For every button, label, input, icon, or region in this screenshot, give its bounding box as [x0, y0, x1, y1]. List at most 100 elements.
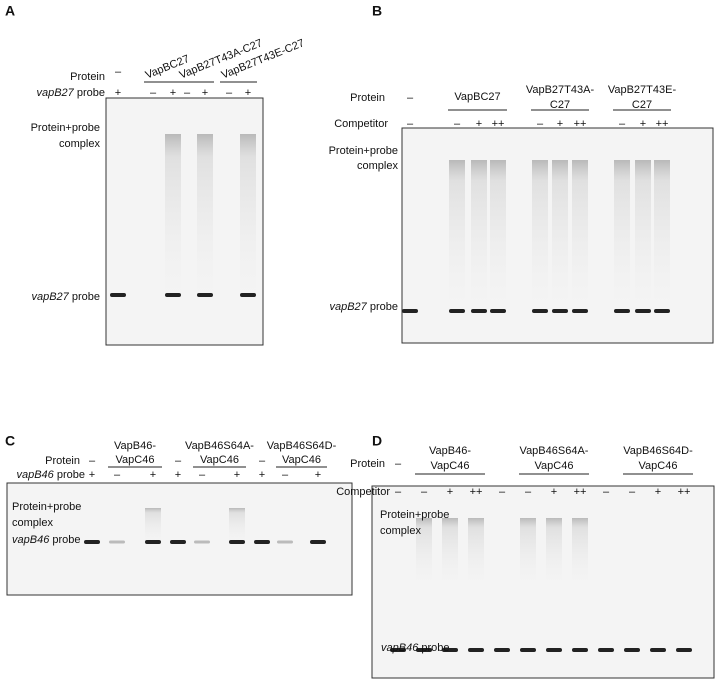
- complex-label: complex: [380, 525, 421, 537]
- lane-symbol: ++: [574, 486, 587, 498]
- no-protein: –: [407, 92, 414, 104]
- complex-label: complex: [12, 517, 53, 529]
- lane-symbol: –: [454, 118, 461, 130]
- no-protein: –: [115, 66, 122, 78]
- panel-letter: A: [5, 3, 15, 19]
- probe-label: vapB46 probe: [381, 642, 450, 654]
- lane-symbol: –: [603, 486, 610, 498]
- complex-smear: [145, 508, 161, 540]
- complex-label: Protein+probe: [12, 501, 81, 513]
- probe-label: vapB46 probe: [12, 534, 81, 546]
- lane-symbol: –: [114, 469, 121, 481]
- probe-band: [310, 540, 326, 544]
- probe-band: [416, 648, 432, 652]
- gene-name: vapB27: [329, 301, 367, 313]
- probe-word: probe: [421, 642, 449, 654]
- group-label: VapB46S64A-: [520, 445, 589, 457]
- complex-smear: [635, 160, 651, 300]
- lane-symbol: –: [199, 469, 206, 481]
- lane-symbol: +: [640, 118, 646, 130]
- faint-band: [109, 540, 125, 544]
- gene-name: vapB46: [12, 534, 50, 546]
- group-label: VapB46S64D-: [623, 445, 693, 457]
- complex-label: Protein+probe: [380, 509, 449, 521]
- group-label: VapC46: [282, 454, 321, 466]
- complex-smear: [240, 134, 256, 290]
- lane-symbol: +: [115, 87, 121, 99]
- complex-smear: [471, 160, 487, 300]
- lane-symbol: +: [551, 486, 557, 498]
- lane-symbol: +: [234, 469, 240, 481]
- lane-symbol: –: [629, 486, 636, 498]
- lane-symbol: +: [245, 87, 251, 99]
- probe-band: [471, 309, 487, 313]
- probe-band: [598, 648, 614, 652]
- probe-label: vapB27 probe: [329, 301, 398, 313]
- lane-symbol: +: [202, 87, 208, 99]
- complex-smear: [442, 518, 458, 580]
- row-label: Competitor: [336, 486, 390, 498]
- group-label: VapB46S64D-: [267, 440, 337, 452]
- group-label: VapB46-: [429, 445, 471, 457]
- lane-symbol: ++: [656, 118, 669, 130]
- probe-band: [170, 540, 186, 544]
- probe-band: [676, 648, 692, 652]
- gene-name: vapB27: [36, 87, 74, 99]
- probe-band: [197, 293, 213, 297]
- lane-symbol: –: [395, 486, 402, 498]
- probe-band: [572, 309, 588, 313]
- gel: [105, 97, 264, 346]
- probe-band: [390, 648, 406, 652]
- group-label: VapC46: [535, 460, 574, 472]
- lane-symbol: –: [619, 118, 626, 130]
- protein-label: Protein: [70, 71, 105, 83]
- probe-band: [624, 648, 640, 652]
- lane-symbol: ++: [470, 486, 483, 498]
- complex-smear: [654, 160, 670, 300]
- complex-smear: [490, 160, 506, 300]
- protein-label: Protein: [45, 455, 80, 467]
- panel-letter: D: [372, 433, 382, 449]
- complex-smear: [572, 518, 588, 580]
- lane-symbol: +: [557, 118, 563, 130]
- group-label: C27: [632, 99, 652, 111]
- group-label: VapC46: [431, 460, 470, 472]
- group-label: VapB46S64A-: [185, 440, 254, 452]
- probe-band: [546, 648, 562, 652]
- complex-label: complex: [59, 138, 100, 150]
- probe-band: [110, 293, 126, 297]
- complex-smear: [546, 518, 562, 580]
- lane-symbol: +: [315, 469, 321, 481]
- group-label: VapB27T43A-: [526, 84, 595, 96]
- complex-smear: [165, 134, 181, 290]
- probe-word: probe: [52, 534, 80, 546]
- lane-symbol: +: [175, 469, 181, 481]
- complex-label: complex: [357, 160, 398, 172]
- probe-band: [254, 540, 270, 544]
- lane-symbol: +: [655, 486, 661, 498]
- complex-smear: [416, 518, 432, 580]
- lane-symbol: –: [499, 486, 506, 498]
- lane-symbol: –: [184, 87, 191, 99]
- no-protein: –: [175, 455, 182, 467]
- probe-word: probe: [77, 87, 105, 99]
- complex-smear: [532, 160, 548, 300]
- lane-symbol: –: [537, 118, 544, 130]
- probe-band: [552, 309, 568, 313]
- group-label: C27: [550, 99, 570, 111]
- probe-label: vapB27 probe: [31, 291, 100, 303]
- probe-band: [84, 540, 100, 544]
- lane-symbol: –: [282, 469, 289, 481]
- complex-smear: [468, 518, 484, 580]
- lane-symbol: –: [407, 118, 414, 130]
- lane-symbol: –: [525, 486, 532, 498]
- group-label: VapB27T43E-: [608, 84, 677, 96]
- panel-letter: B: [372, 3, 382, 19]
- probe-band: [572, 648, 588, 652]
- probe-band: [490, 309, 506, 313]
- probe-band: [240, 293, 256, 297]
- group-label: VapB46-: [114, 440, 156, 452]
- gene-name: vapB46: [381, 642, 419, 654]
